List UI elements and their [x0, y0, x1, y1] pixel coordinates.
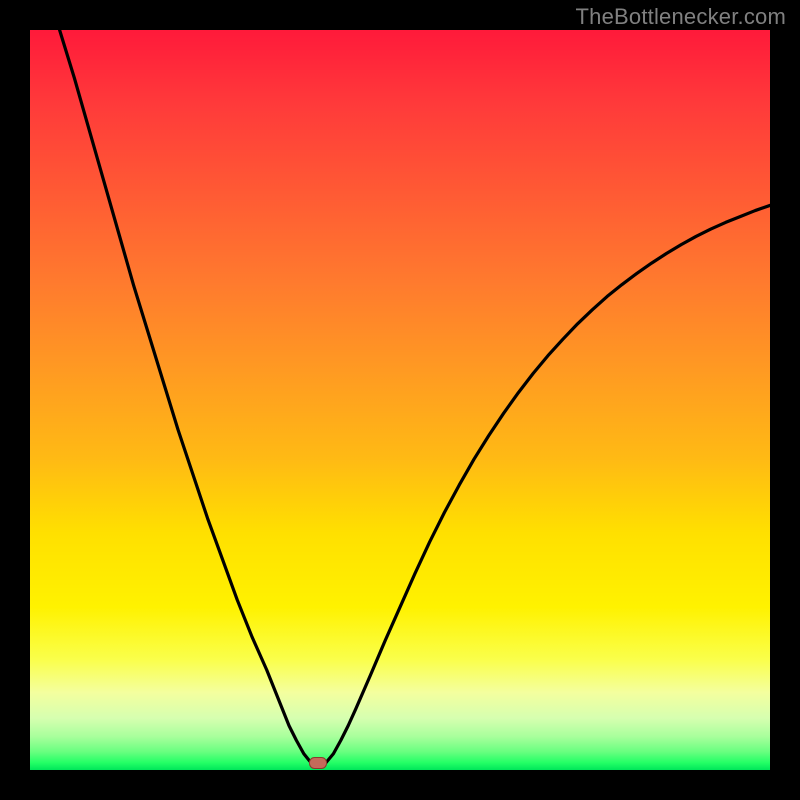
plot-area [30, 30, 770, 770]
chart-container: TheBottlenecker.com [0, 0, 800, 800]
plot-svg [30, 30, 770, 770]
plot-background [30, 30, 770, 770]
optimal-point-marker [309, 757, 327, 769]
watermark-text: TheBottlenecker.com [576, 4, 786, 30]
